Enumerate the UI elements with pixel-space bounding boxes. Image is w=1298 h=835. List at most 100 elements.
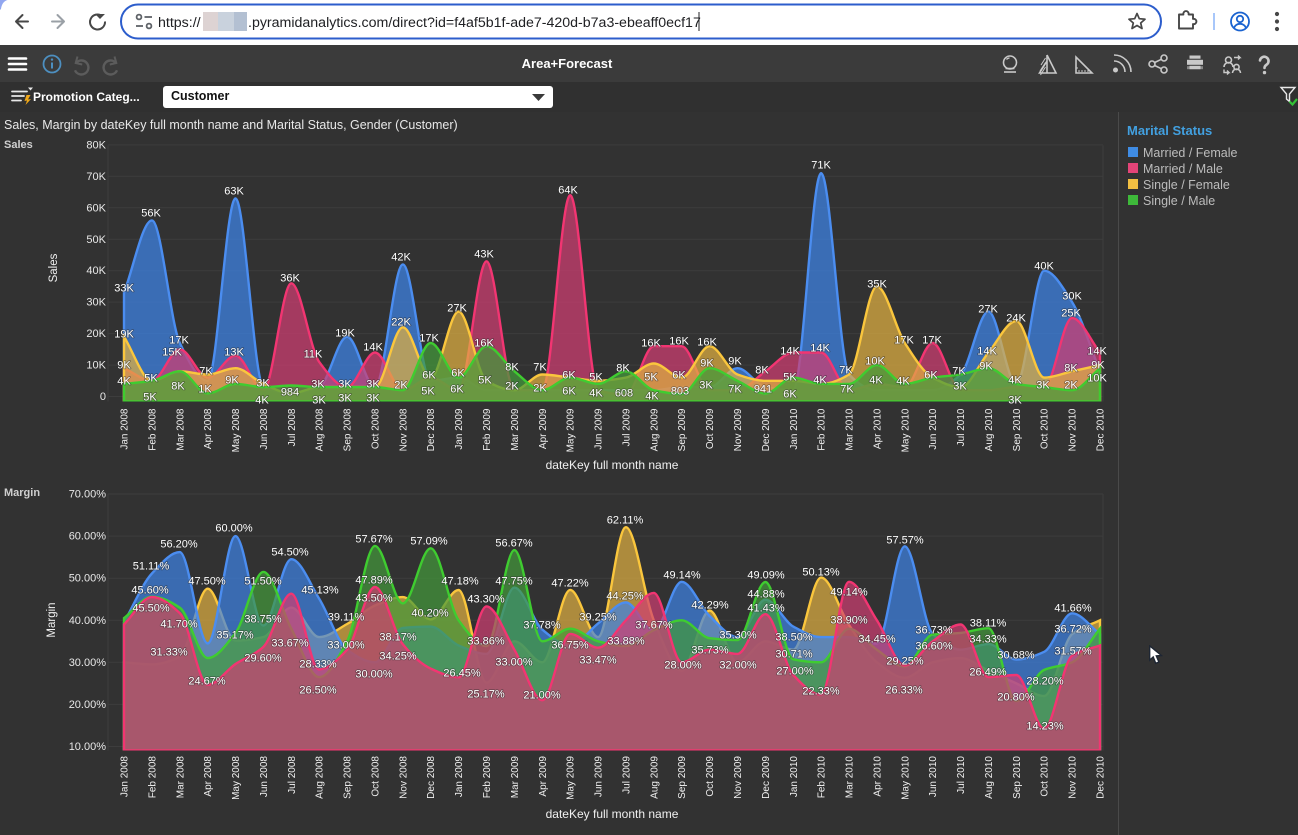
svg-text:36.75%: 36.75% — [551, 640, 589, 652]
svg-text:47.50%: 47.50% — [188, 576, 226, 588]
svg-text:6K: 6K — [672, 370, 686, 382]
svg-text:14K: 14K — [780, 346, 800, 358]
svg-text:27.00%: 27.00% — [776, 666, 814, 678]
svg-text:50K: 50K — [86, 234, 106, 246]
svg-text:20.80%: 20.80% — [997, 692, 1035, 704]
svg-text:43K: 43K — [474, 249, 494, 261]
svg-text:3K: 3K — [256, 378, 270, 390]
svg-text:30.00%: 30.00% — [355, 669, 393, 681]
svg-text:2K: 2K — [1064, 380, 1078, 392]
svg-text:Dec 2009: Dec 2009 — [761, 408, 772, 451]
svg-text:30K: 30K — [1062, 291, 1082, 303]
svg-text:Oct 2010: Oct 2010 — [1040, 408, 1051, 449]
svg-text:3K: 3K — [312, 395, 326, 407]
svg-text:Dec 2010: Dec 2010 — [1096, 756, 1107, 799]
svg-text:9K: 9K — [225, 375, 239, 387]
svg-text:May 2009: May 2009 — [566, 756, 577, 800]
svg-text:33K: 33K — [114, 283, 134, 295]
svg-text:49.14%: 49.14% — [830, 587, 868, 599]
svg-text:14K: 14K — [363, 342, 383, 354]
svg-text:Dec 2008: Dec 2008 — [426, 756, 437, 799]
svg-text:Nov 2010: Nov 2010 — [1068, 408, 1079, 451]
svg-text:4K: 4K — [813, 375, 827, 387]
svg-text:Dec 2010: Dec 2010 — [1096, 408, 1107, 451]
svg-text:Jan 2010: Jan 2010 — [789, 756, 800, 798]
svg-text:6K: 6K — [422, 370, 436, 382]
svg-text:43.50%: 43.50% — [355, 593, 393, 605]
svg-text:Apr 2008: Apr 2008 — [203, 756, 214, 797]
svg-text:14K: 14K — [977, 346, 997, 358]
svg-text:Jan 2010: Jan 2010 — [789, 408, 800, 450]
svg-text:Oct 2009: Oct 2009 — [705, 756, 716, 797]
svg-text:Sep 2010: Sep 2010 — [1012, 408, 1023, 451]
svg-text:4K: 4K — [869, 375, 883, 387]
svg-text:17K: 17K — [894, 335, 914, 347]
svg-text:64K: 64K — [558, 185, 578, 197]
svg-text:7K: 7K — [952, 366, 966, 378]
svg-text:608: 608 — [615, 388, 633, 400]
svg-text:Aug 2010: Aug 2010 — [984, 756, 995, 799]
svg-text:Feb 2008: Feb 2008 — [147, 408, 158, 451]
svg-text:7K: 7K — [840, 384, 854, 396]
svg-text:36.73%: 36.73% — [915, 625, 953, 637]
svg-text:Dec 2009: Dec 2009 — [761, 756, 772, 799]
svg-text:0: 0 — [100, 391, 106, 403]
svg-text:3K: 3K — [699, 380, 713, 392]
svg-text:10K: 10K — [86, 360, 106, 372]
svg-text:Oct 2008: Oct 2008 — [371, 756, 382, 797]
svg-text:8K: 8K — [755, 365, 769, 377]
svg-text:38.50%: 38.50% — [775, 632, 813, 644]
svg-text:56K: 56K — [141, 208, 161, 220]
svg-text:Jan 2009: Jan 2009 — [454, 408, 465, 450]
svg-text:22K: 22K — [391, 317, 411, 329]
svg-text:26.45%: 26.45% — [443, 668, 481, 680]
svg-text:63K: 63K — [224, 186, 244, 198]
svg-text:38.11%: 38.11% — [970, 618, 1007, 630]
svg-text:57.67%: 57.67% — [355, 534, 393, 546]
svg-text:5K: 5K — [644, 372, 658, 384]
svg-text:56.67%: 56.67% — [495, 538, 533, 550]
svg-text:Jun 2009: Jun 2009 — [594, 756, 605, 798]
svg-text:7K: 7K — [728, 384, 742, 396]
svg-text:35.30%: 35.30% — [719, 630, 757, 642]
svg-text:9K: 9K — [117, 360, 131, 372]
svg-text:14.23%: 14.23% — [1026, 721, 1064, 733]
svg-text:34.25%: 34.25% — [379, 651, 417, 663]
svg-text:May 2008: May 2008 — [231, 756, 242, 800]
svg-text:9K: 9K — [1091, 360, 1105, 372]
svg-text:16K: 16K — [697, 337, 717, 349]
svg-text:39.11%: 39.11% — [328, 612, 365, 624]
svg-text:Jan 2009: Jan 2009 — [454, 756, 465, 798]
svg-text:50.00%: 50.00% — [69, 573, 107, 585]
svg-text:.pyramidanalytics.com/direct?i: .pyramidanalytics.com/direct?id=f4af5b1f… — [248, 15, 701, 31]
svg-text:Nov 2009: Nov 2009 — [733, 408, 744, 451]
svg-text:16K: 16K — [669, 336, 689, 348]
svg-text:4K: 4K — [1008, 375, 1022, 387]
svg-text:37.67%: 37.67% — [635, 620, 673, 632]
svg-text:1K: 1K — [198, 384, 212, 396]
svg-text:8K: 8K — [171, 381, 185, 393]
svg-text:24.67%: 24.67% — [188, 676, 226, 688]
svg-text:dateKey full month name: dateKey full month name — [546, 458, 679, 472]
svg-text:25K: 25K — [1061, 308, 1081, 320]
svg-text:33.88%: 33.88% — [607, 636, 645, 648]
svg-text:36.60%: 36.60% — [915, 641, 953, 653]
svg-text:19K: 19K — [114, 329, 134, 341]
svg-text:30K: 30K — [86, 297, 106, 309]
svg-text:47.89%: 47.89% — [355, 575, 393, 587]
svg-text:8K: 8K — [505, 362, 519, 374]
svg-text:dateKey full month name: dateKey full month name — [546, 807, 679, 821]
svg-text:37.78%: 37.78% — [523, 620, 561, 632]
svg-text:33.67%: 33.67% — [271, 638, 309, 650]
svg-text:6K: 6K — [562, 386, 576, 398]
svg-text:Jun 2008: Jun 2008 — [259, 408, 270, 450]
svg-text:10K: 10K — [1087, 373, 1107, 385]
svg-text:Apr 2010: Apr 2010 — [872, 408, 883, 449]
svg-text:33.00%: 33.00% — [327, 640, 365, 652]
svg-text:Aug 2009: Aug 2009 — [649, 756, 660, 799]
svg-text:30.68%: 30.68% — [997, 650, 1035, 662]
svg-text:20.00%: 20.00% — [69, 699, 107, 711]
svg-text:Apr 2009: Apr 2009 — [538, 408, 549, 449]
svg-text:47.22%: 47.22% — [551, 578, 589, 590]
svg-text:4K: 4K — [896, 376, 910, 388]
